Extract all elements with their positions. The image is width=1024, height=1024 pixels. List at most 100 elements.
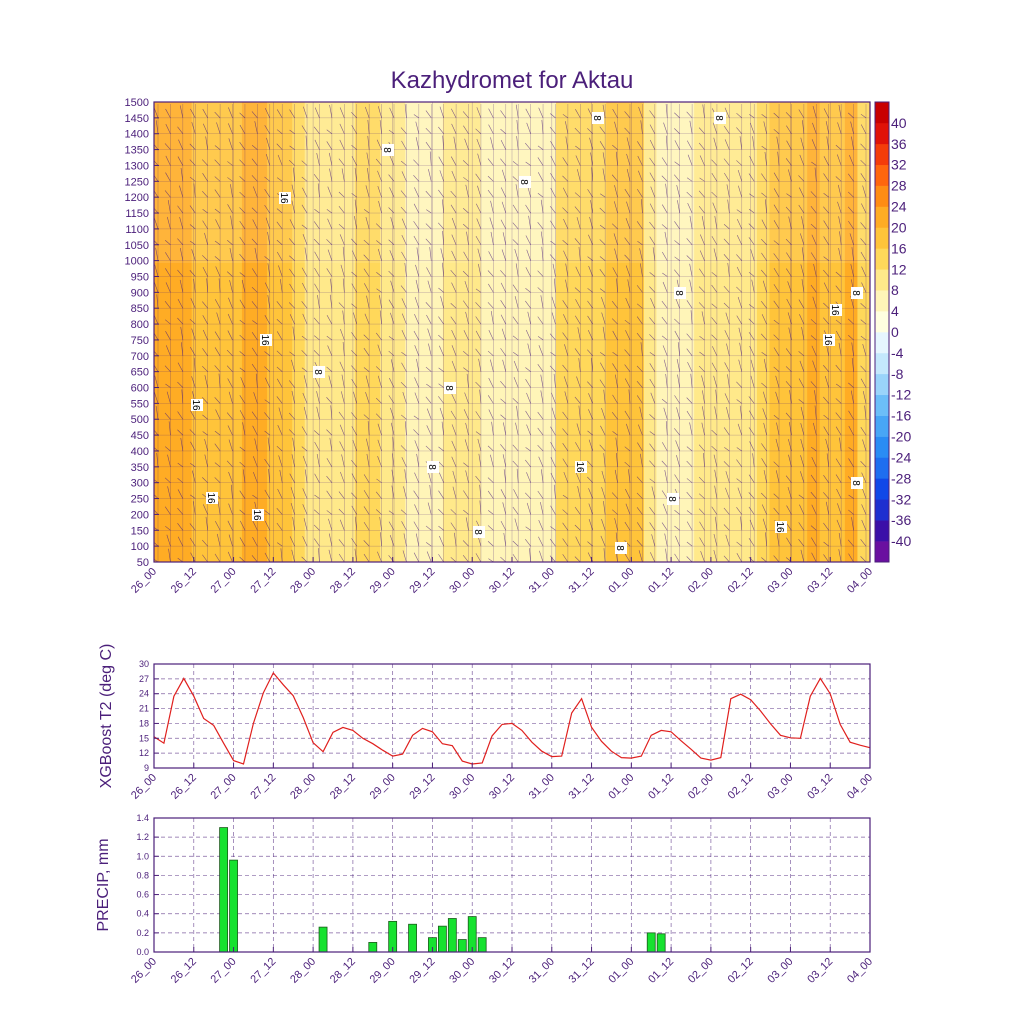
wind-barb-flag (189, 205, 196, 214)
wind-barb-flag (739, 342, 743, 356)
wind-barb-flag (538, 456, 544, 467)
wind-barb-flag (686, 191, 693, 198)
wind-barb-flag (837, 201, 842, 214)
wind-barb-flag (860, 319, 867, 325)
precip-bar (477, 937, 487, 953)
wind-barb-flag (812, 106, 817, 118)
wind-barb-flag (500, 381, 507, 388)
wind-barb-flag (525, 447, 531, 452)
wind-barb-flag (426, 425, 432, 436)
wind-barb-flag (341, 168, 345, 182)
wind-barb-flag (276, 396, 283, 404)
wind-barb-flag (785, 238, 792, 245)
wind-barb-flag (377, 551, 382, 562)
wind-barb-flag (154, 509, 159, 515)
wind-barb-flag (227, 520, 233, 531)
wind-barb-flag (715, 516, 718, 531)
wind-barb-flag (679, 102, 680, 103)
wind-barb-flag (500, 187, 507, 198)
wind-barb-flag (189, 176, 196, 182)
map-x-tick-label: 01_00 (606, 566, 636, 596)
t2-x-tick-label: 29_12 (407, 772, 437, 802)
wind-barb-flag (190, 240, 196, 246)
wind-barb-flag (388, 174, 395, 182)
t2-x-tick-label: 28_12 (328, 772, 358, 802)
map-y-tick-label: 850 (131, 303, 149, 315)
wind-barb-flag (636, 285, 643, 293)
wind-barb-flag (512, 204, 519, 214)
wind-barb-flag (714, 215, 718, 229)
wind-barb-flag (716, 102, 717, 103)
wind-barb-flag (624, 127, 631, 134)
wind-barb-flag (165, 155, 171, 166)
wind-barb-flag (305, 135, 308, 150)
wind-barb-flag (451, 440, 457, 452)
wind-barb-flag (864, 405, 867, 420)
wind-barb-flag (600, 425, 606, 436)
wind-barb-flag (464, 439, 469, 452)
wind-barb-flag (414, 377, 420, 388)
wind-barb-flag (164, 477, 171, 483)
wind-barb-flag (465, 470, 469, 483)
wind-barb-flag (155, 247, 159, 261)
wind-barb-flag (599, 141, 606, 150)
wind-barb-flag (763, 470, 767, 483)
wind-barb-flag (837, 503, 842, 515)
wind-barb-flag (562, 240, 569, 245)
wind-barb-flag (516, 119, 519, 134)
wind-barb-flag (550, 505, 556, 515)
wind-barb-flag (289, 255, 295, 261)
precip-bar (656, 933, 666, 953)
wind-barb-flag (288, 429, 295, 436)
wind-barb-flag (164, 240, 171, 245)
t2-x-tick-label: 01_00 (606, 772, 636, 802)
wind-barb-flag (239, 490, 246, 499)
precip-x-tick-label: 26_12 (169, 956, 199, 986)
shade-column (694, 102, 708, 562)
wind-barb-flag (490, 454, 494, 467)
wind-barb-flag (837, 122, 842, 134)
wind-barb-flag (425, 445, 432, 452)
wind-barb-flag (216, 533, 221, 547)
wind-barb-flag (537, 336, 544, 341)
wind-barb-flag (676, 359, 680, 372)
shade-column (229, 102, 243, 562)
wind-barb-flag (527, 343, 531, 356)
wind-barb-flag (400, 127, 407, 134)
wind-barb-flag (661, 316, 668, 325)
wind-barb-flag (218, 278, 221, 293)
wind-barb-flag (214, 111, 221, 119)
wind-barb-flag (723, 158, 730, 166)
wind-barb-flag (354, 516, 358, 531)
wind-barb-flag (156, 453, 159, 467)
wind-barb-flag (636, 380, 643, 388)
wind-barb-flag (798, 538, 805, 547)
map-x-tick-label: 31_00 (527, 566, 557, 596)
wind-barb-flag (724, 330, 730, 341)
wind-barb-flag (403, 486, 407, 499)
wind-barb-flag (326, 209, 333, 214)
wind-barb-flag (823, 282, 830, 293)
wind-barb-flag (177, 478, 184, 483)
wind-barb-flag (202, 220, 208, 230)
wind-barb-flag (425, 110, 432, 119)
wind-barb-flag (351, 332, 357, 341)
wind-barb-flag (686, 410, 693, 420)
map-y-tick-label: 1400 (125, 129, 149, 141)
wind-barb-flag (487, 477, 494, 483)
wind-barb-flag (800, 423, 805, 436)
wind-barb-flag (748, 474, 755, 483)
wind-barb-flag (257, 102, 258, 103)
wind-barb-flag (388, 510, 395, 515)
wind-barb-flag (226, 365, 233, 372)
wind-barb-flag (363, 506, 370, 515)
wind-barb-flag (835, 271, 842, 277)
wind-barb-flag (276, 221, 283, 230)
wind-barb-flag (251, 158, 258, 166)
shade-column (819, 102, 834, 562)
wind-barb-flag (215, 409, 221, 420)
wind-barb-flag (798, 204, 805, 214)
wind-barb-flag (638, 550, 643, 562)
wind-barb-flag (455, 102, 457, 103)
wind-barb-flag (674, 256, 680, 261)
